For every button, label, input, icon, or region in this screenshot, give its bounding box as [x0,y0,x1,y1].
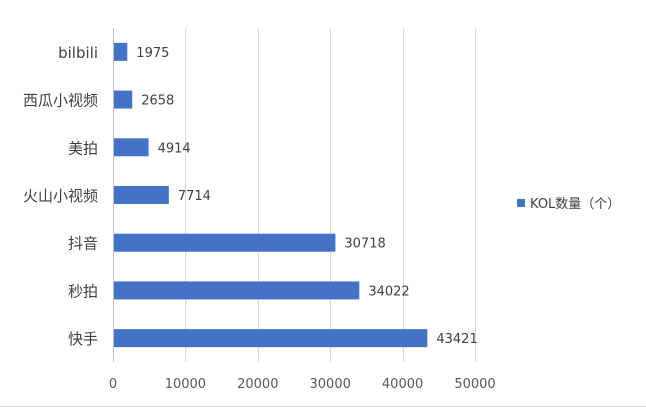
data-label-5: 34022 [368,284,409,299]
legend-swatch [517,199,525,207]
x-tick-label-50000: 50000 [454,377,495,392]
label-layer: bilbili 1975 西瓜小视频 2658 美拍 4914 火山小视频 7714 抖音 307… [23,44,478,348]
grid-layer [185,28,476,362]
data-label-6: 43421 [436,332,477,347]
bar-6 [113,329,428,348]
bar-1 [113,90,133,109]
category-label-6: 快手 [68,330,98,348]
data-label-1: 2658 [141,94,174,109]
legend: KOL数量（个） [517,197,620,212]
frame-bottom-line [0,406,646,407]
bar-2 [113,138,149,157]
axis-layer: 0 10000 20000 30000 40000 50000 [109,28,496,392]
bar-5 [113,281,360,300]
category-label-1: 西瓜小视频 [23,92,98,110]
bar-layer [113,42,428,348]
category-label-5: 秒拍 [68,282,98,300]
legend-label: KOL数量（个） [530,197,620,212]
bar-0 [113,42,128,61]
category-label-0: bilbili [58,44,98,62]
data-label-4: 30718 [344,237,385,252]
x-tick-label-40000: 40000 [382,377,423,392]
data-label-0: 1975 [136,46,169,61]
data-label-3: 7714 [178,189,211,204]
category-label-3: 火山小视频 [23,187,98,205]
x-tick-label-10000: 10000 [165,377,206,392]
x-tick-label-0: 0 [109,377,117,392]
x-tick-label-30000: 30000 [310,377,351,392]
bar-4 [113,233,336,252]
category-label-4: 抖音 [68,235,98,253]
bar-3 [113,186,169,204]
data-label-2: 4914 [158,141,191,156]
x-tick-label-20000: 20000 [237,377,278,392]
category-label-2: 美拍 [68,139,98,157]
